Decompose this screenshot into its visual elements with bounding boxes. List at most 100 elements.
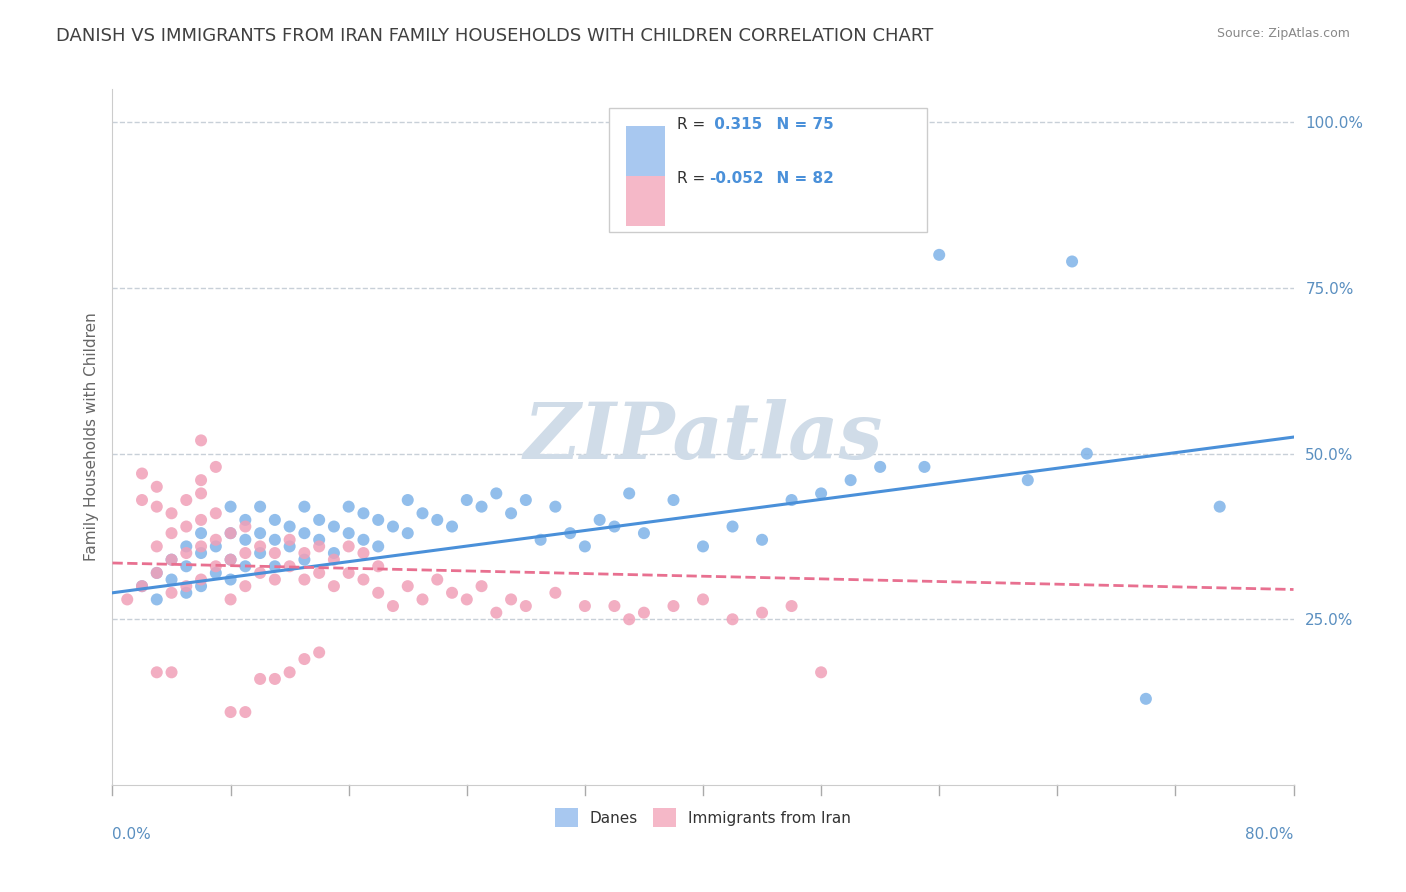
Point	[174, 540, 197, 554]
Point	[396, 579, 419, 593]
Point	[308, 533, 330, 547]
Point	[367, 513, 389, 527]
Point	[323, 519, 346, 533]
Text: R =: R =	[678, 117, 710, 132]
Point	[278, 540, 301, 554]
Point	[174, 579, 197, 593]
Point	[190, 526, 212, 541]
Point	[292, 500, 315, 514]
Point	[205, 506, 228, 520]
Point	[810, 665, 832, 680]
Point	[292, 526, 315, 541]
Point	[780, 493, 803, 508]
Text: 0.0%: 0.0%	[112, 827, 152, 842]
Point	[721, 519, 744, 533]
Point	[219, 526, 242, 541]
Point	[292, 573, 315, 587]
Point	[574, 599, 596, 613]
Point	[501, 592, 523, 607]
Point	[249, 526, 271, 541]
Point	[264, 546, 287, 560]
Point	[205, 559, 228, 574]
Point	[426, 513, 449, 527]
Point	[160, 552, 183, 566]
Point	[1062, 254, 1084, 268]
Point	[382, 599, 405, 613]
Point	[1017, 473, 1039, 487]
Point	[529, 533, 551, 547]
Point	[174, 559, 197, 574]
Point	[662, 599, 685, 613]
Text: 0.315: 0.315	[709, 117, 762, 132]
Text: N = 82: N = 82	[766, 171, 834, 186]
Point	[588, 513, 610, 527]
Point	[249, 546, 271, 560]
Point	[456, 493, 478, 508]
Text: -0.052: -0.052	[709, 171, 763, 186]
Y-axis label: Family Households with Children: Family Households with Children	[83, 313, 98, 561]
Point	[190, 486, 212, 500]
Point	[233, 533, 256, 547]
Point	[249, 540, 271, 554]
Point	[190, 540, 212, 554]
Point	[367, 559, 389, 574]
Point	[558, 526, 582, 541]
FancyBboxPatch shape	[609, 108, 928, 232]
Point	[603, 519, 626, 533]
Point	[352, 546, 374, 560]
Point	[117, 592, 138, 607]
Point	[544, 500, 567, 514]
Point	[131, 579, 153, 593]
Point	[146, 480, 169, 494]
Point	[233, 559, 256, 574]
Point	[721, 612, 744, 626]
Point	[292, 652, 315, 666]
Point	[308, 566, 330, 580]
Point	[190, 573, 212, 587]
Point	[249, 566, 271, 580]
Point	[264, 513, 287, 527]
Point	[1135, 691, 1157, 706]
Point	[219, 573, 242, 587]
Point	[352, 533, 374, 547]
Point	[190, 546, 212, 560]
Point	[174, 493, 197, 508]
FancyBboxPatch shape	[626, 126, 665, 177]
Point	[131, 467, 153, 481]
Point	[869, 459, 891, 474]
Point	[411, 506, 433, 520]
Point	[308, 513, 330, 527]
Point	[633, 526, 655, 541]
Point	[219, 592, 242, 607]
Point	[603, 599, 626, 613]
Point	[278, 559, 301, 574]
Point	[780, 599, 803, 613]
Point	[190, 434, 212, 448]
Point	[470, 579, 494, 593]
Point	[501, 506, 523, 520]
Point	[396, 526, 419, 541]
Point	[928, 248, 950, 262]
Point	[441, 519, 464, 533]
Point	[574, 540, 596, 554]
Point	[264, 533, 287, 547]
Point	[233, 519, 256, 533]
Point	[249, 672, 271, 686]
Point	[264, 559, 287, 574]
Point	[337, 500, 360, 514]
Point	[146, 566, 169, 580]
Point	[292, 546, 315, 560]
Point	[323, 552, 346, 566]
Point	[205, 540, 228, 554]
Point	[233, 513, 256, 527]
Point	[352, 506, 374, 520]
Point	[160, 665, 183, 680]
Point	[751, 606, 773, 620]
Point	[190, 473, 212, 487]
Point	[131, 579, 153, 593]
Point	[146, 665, 169, 680]
Point	[131, 493, 153, 508]
Point	[160, 586, 183, 600]
Point	[174, 546, 197, 560]
Point	[810, 486, 832, 500]
